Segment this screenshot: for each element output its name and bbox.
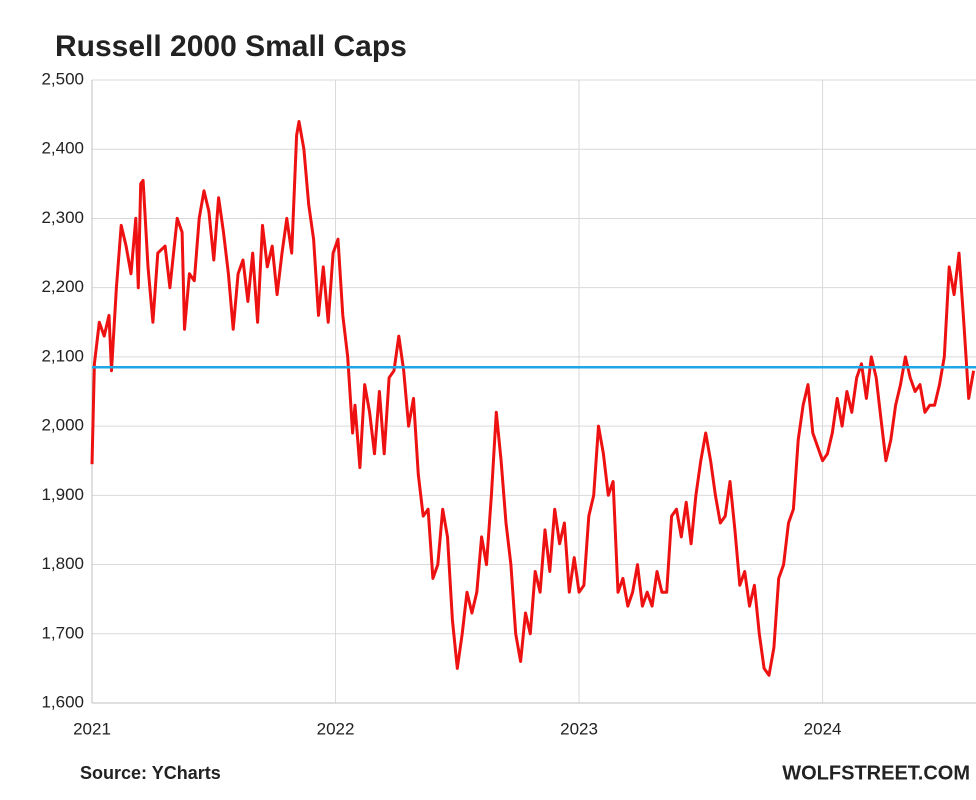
y-tick-label: 1,600 xyxy=(41,692,84,711)
chart-title: Russell 2000 Small Caps xyxy=(55,30,407,63)
x-tick-label: 2024 xyxy=(804,719,842,738)
source: Source: YCharts xyxy=(80,763,221,783)
x-tick-label: 2022 xyxy=(317,719,355,738)
y-tick-label: 2,300 xyxy=(41,208,84,227)
series-line xyxy=(90,120,976,677)
y-tick-label: 2,500 xyxy=(41,69,84,88)
y-tick-label: 1,800 xyxy=(41,554,84,573)
y-tick-label: 1,900 xyxy=(41,485,84,504)
x-tick-label: 2021 xyxy=(73,719,111,738)
y-tick-label: 2,200 xyxy=(41,277,84,296)
credit: WOLFSTREET.COM xyxy=(782,762,970,784)
y-tick-label: 2,000 xyxy=(41,416,84,435)
y-tick-label: 2,100 xyxy=(41,346,84,365)
y-tick-label: 2,400 xyxy=(41,139,84,158)
x-tick-label: 2023 xyxy=(560,719,598,738)
y-tick-label: 1,700 xyxy=(41,623,84,642)
